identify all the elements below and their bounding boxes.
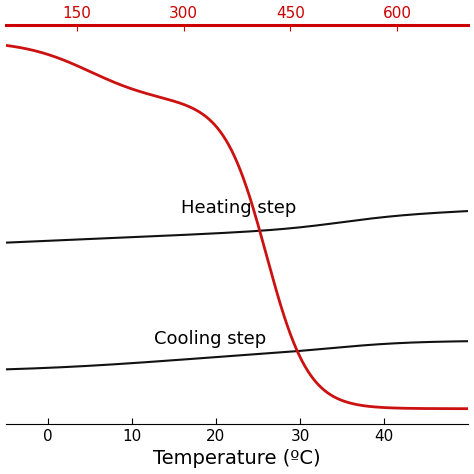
Text: Cooling step: Cooling step	[154, 330, 266, 348]
Text: Heating step: Heating step	[182, 199, 297, 217]
X-axis label: Temperature (ºC): Temperature (ºC)	[153, 449, 321, 468]
